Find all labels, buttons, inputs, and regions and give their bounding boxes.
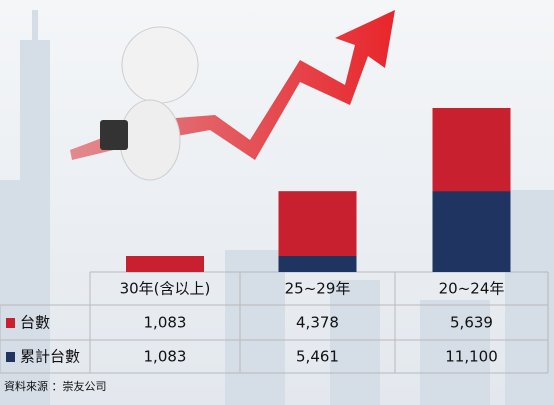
bar-count: [432, 108, 511, 192]
cell-value: 1,083: [144, 348, 187, 366]
figure-illustration: [100, 26, 199, 181]
column-header: 25~29年: [285, 280, 351, 298]
legend-swatch: [6, 318, 15, 328]
bar-count: [126, 255, 204, 272]
legend-label: 累計台數: [20, 348, 80, 366]
column-header: 20~24年: [439, 280, 505, 298]
cell-value: 4,378: [296, 314, 339, 332]
source-note: 資料來源 ：崇友公司: [4, 379, 107, 393]
legend-label: 台數: [20, 314, 50, 332]
column-header: 30年(含以上): [120, 280, 211, 298]
cell-value: 11,100: [445, 348, 498, 366]
cell-value: 5,639: [450, 314, 493, 332]
city-skyline: [0, 10, 554, 405]
bar-count: [278, 191, 357, 256]
legend-swatch: [6, 352, 15, 362]
cell-value: 1,083: [144, 314, 187, 332]
cell-value: 5,461: [296, 348, 339, 366]
